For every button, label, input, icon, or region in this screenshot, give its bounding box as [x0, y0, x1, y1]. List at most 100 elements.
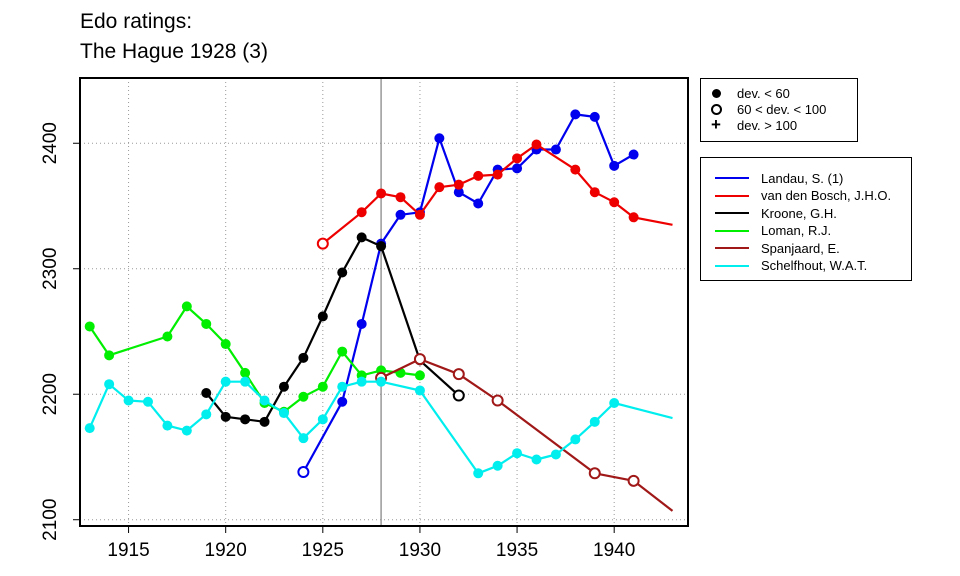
series-1 [316, 139, 673, 250]
series-5 [84, 376, 673, 479]
plus-marker-icon: + [711, 115, 721, 134]
data-point [512, 163, 523, 174]
data-point [162, 420, 173, 431]
data-point [609, 398, 620, 409]
data-point-open [413, 353, 426, 366]
data-point [259, 395, 270, 406]
data-point [473, 468, 484, 479]
data-point [278, 408, 289, 419]
series-legend-label: Kroone, G.H. [761, 205, 837, 221]
data-point-open [297, 466, 310, 479]
data-point-open [452, 368, 465, 381]
data-point [414, 385, 425, 396]
legend-line-swatch [715, 194, 749, 197]
data-point [317, 414, 328, 425]
data-point [414, 209, 425, 220]
symbol-legend-label: dev. < 60 [737, 85, 790, 101]
data-point-open [452, 389, 465, 402]
series-2 [201, 232, 465, 427]
data-point [531, 454, 542, 465]
data-point [337, 267, 348, 278]
x-tick-label: 1940 [593, 540, 635, 561]
data-point [570, 164, 581, 175]
data-point [376, 241, 387, 252]
y-tick-label: 2400 [40, 122, 61, 164]
series-legend-label: Spanjaard, E. [761, 240, 840, 256]
data-point [162, 331, 173, 342]
legend-line-swatch [715, 264, 749, 267]
series-legend-label: Schelfhout, W.A.T. [761, 258, 868, 273]
data-point [356, 318, 367, 329]
data-point [240, 367, 251, 378]
data-point [512, 448, 523, 459]
data-point [298, 433, 309, 444]
y-tick-label: 2300 [40, 248, 61, 290]
data-point-open [316, 237, 329, 250]
data-point [609, 160, 620, 171]
y-tick-label: 2100 [40, 499, 61, 541]
series-3 [84, 301, 425, 417]
data-point [570, 109, 581, 120]
data-point [570, 434, 581, 445]
data-point [220, 376, 231, 387]
data-point [337, 396, 348, 407]
series-legend-row: Schelfhout, W.A.T. [701, 258, 867, 274]
data-point [473, 170, 484, 181]
data-point [240, 414, 251, 425]
data-point [376, 376, 387, 387]
data-point [589, 416, 600, 427]
data-point [434, 133, 445, 144]
x-tick-label: 1915 [107, 540, 149, 561]
chart-title-line-2: The Hague 1928 (3) [80, 40, 268, 63]
data-point [84, 321, 95, 332]
series-line-3 [88, 305, 421, 413]
data-point [123, 395, 134, 406]
data-point [512, 153, 523, 164]
series-layer [84, 109, 674, 512]
data-point [181, 301, 192, 312]
legend-line-swatch [715, 177, 749, 179]
data-point [550, 449, 561, 460]
filled-marker-icon [701, 88, 731, 98]
series-legend-row: Spanjaard, E. [701, 240, 840, 256]
data-point [201, 409, 212, 420]
data-point [220, 339, 231, 350]
legend-line-swatch [715, 229, 749, 232]
data-point [492, 169, 503, 180]
data-point [395, 209, 406, 220]
series-legend-label: van den Bosch, J.H.O. [761, 188, 892, 203]
series-legend-row: Landau, S. (1) [701, 170, 843, 186]
x-tick-label: 1935 [496, 540, 538, 561]
data-point [104, 379, 115, 390]
data-point [278, 381, 289, 392]
data-point [492, 460, 503, 471]
data-point [453, 179, 464, 190]
series-legend-label: Loman, R.J. [761, 223, 832, 238]
data-point [259, 416, 270, 427]
data-point-open [491, 394, 504, 407]
data-point [434, 182, 445, 193]
data-point [376, 188, 387, 199]
series-4 [375, 353, 674, 512]
series-line-4 [380, 358, 674, 512]
data-point [550, 144, 561, 155]
symbol-legend: dev. < 60 60 < dev. < 100 + dev. > 100 [700, 78, 858, 142]
symbol-legend-row: dev. < 60 [701, 85, 790, 101]
data-point [337, 346, 348, 357]
data-point [453, 187, 464, 198]
data-point [181, 425, 192, 436]
symbol-legend-row: + dev. > 100 [701, 115, 797, 134]
data-point [356, 376, 367, 387]
data-point [609, 197, 620, 208]
data-point-open [588, 467, 601, 480]
grid [80, 78, 688, 526]
data-point [317, 381, 328, 392]
open-marker-icon [701, 103, 731, 115]
x-tick-label: 1920 [205, 540, 247, 561]
x-tick-label: 1925 [302, 540, 344, 561]
x-tick-label: 1930 [399, 540, 441, 561]
plot-frame [79, 77, 689, 527]
data-point [356, 232, 367, 243]
data-point [220, 411, 231, 422]
data-point [201, 387, 212, 398]
